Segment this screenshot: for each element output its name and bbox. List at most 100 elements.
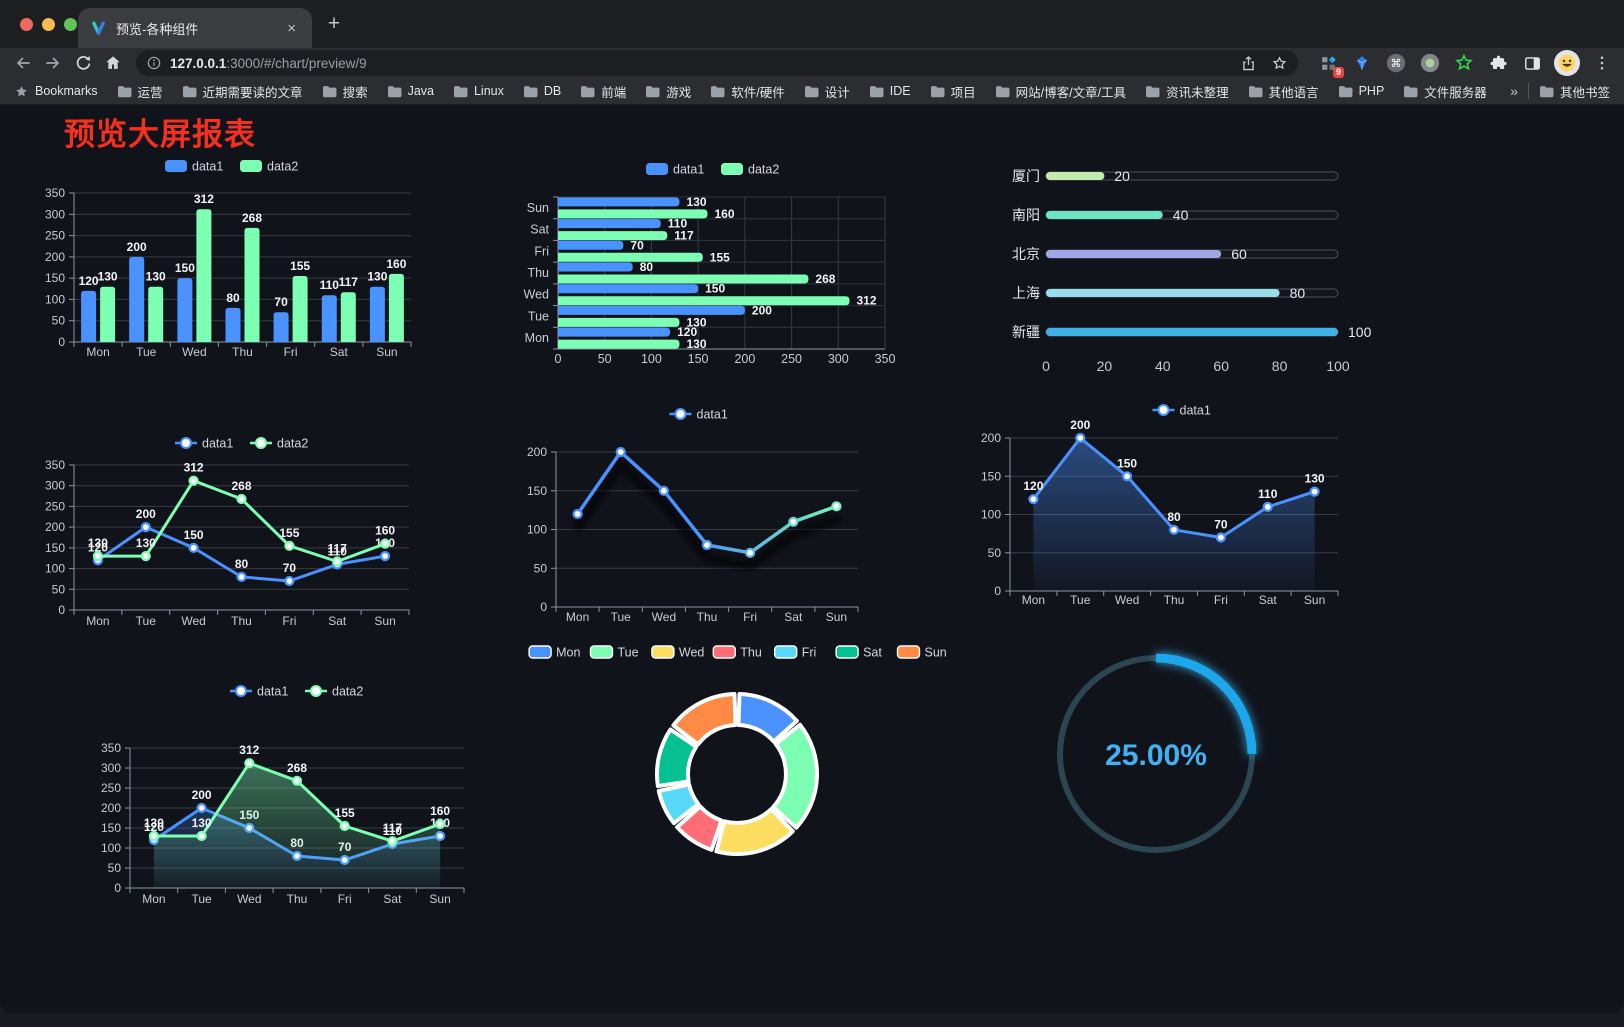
reload-icon bbox=[76, 55, 90, 70]
extension-badge: 9 bbox=[1332, 67, 1344, 78]
bookmark-folder[interactable]: 资讯未整理 bbox=[1145, 82, 1229, 101]
folder-icon bbox=[1146, 85, 1160, 97]
extension-star-button[interactable] bbox=[1452, 51, 1476, 75]
home-button[interactable] bbox=[100, 50, 126, 76]
window-titlebar: 预览-各种组件 × + bbox=[0, 0, 1624, 48]
bookmark-folder[interactable]: 搜索 bbox=[322, 82, 368, 101]
bookmark-folder-label: 网站/博客/文章/工具 bbox=[1015, 85, 1127, 100]
other-bookmarks-label: 其他书签 bbox=[1559, 85, 1610, 100]
puzzle-icon bbox=[1490, 55, 1507, 69]
folder-icon bbox=[117, 85, 131, 97]
bookmark-folder-label: Linux bbox=[473, 84, 504, 98]
bookmark-folder[interactable]: Java bbox=[387, 84, 434, 98]
minimize-window-button[interactable] bbox=[42, 17, 55, 31]
extension-blocks-button[interactable]: 9 bbox=[1316, 51, 1344, 78]
bookmarks-star-icon bbox=[16, 85, 27, 96]
browser-menu-button[interactable] bbox=[1590, 51, 1614, 75]
reload-button[interactable] bbox=[70, 50, 96, 76]
zoom-window-button[interactable] bbox=[64, 17, 77, 31]
bookmark-folder[interactable]: 项目 bbox=[930, 82, 976, 101]
bookmarks-divider bbox=[1527, 83, 1529, 99]
side-panel-button[interactable] bbox=[1520, 51, 1544, 75]
back-icon bbox=[16, 57, 30, 69]
bookmark-folder[interactable]: DB bbox=[523, 84, 561, 98]
bookmark-folder-label: 软件/硬件 bbox=[731, 85, 785, 100]
bookmark-folder-label: 搜索 bbox=[342, 85, 368, 100]
dot-circle-icon bbox=[1420, 53, 1440, 73]
bookmark-folder-label: 资讯未整理 bbox=[1166, 85, 1229, 100]
browser-toolbar: 127.0.0.1:3000/#/chart/preview/9 9 bbox=[0, 48, 1624, 78]
site-info-icon[interactable] bbox=[146, 55, 162, 71]
bookmarks-label: Bookmarks bbox=[35, 84, 98, 98]
bookmark-folder-label: PHP bbox=[1358, 84, 1385, 98]
bookmark-folder-label: 其他语言 bbox=[1268, 85, 1319, 100]
profile-avatar[interactable] bbox=[1554, 50, 1580, 76]
extension-gem-button[interactable] bbox=[1350, 51, 1374, 75]
traffic-lights bbox=[20, 17, 77, 31]
bookmark-folder[interactable]: IDE bbox=[869, 84, 911, 98]
bookmark-folder-list: 运营 近期需要读的文章 搜索 Java Linux DB 前端 游戏 软件/硬件 设计 IDE 项目 网… bbox=[117, 82, 1506, 101]
bookmark-folder[interactable]: PHP bbox=[1338, 84, 1385, 98]
green-star-icon bbox=[1455, 53, 1473, 71]
url-path: :3000/#/chart/preview/9 bbox=[226, 55, 367, 71]
folder-icon bbox=[869, 85, 884, 97]
bookmark-folder-label: 运营 bbox=[137, 85, 163, 100]
bookmark-folder[interactable]: 运营 bbox=[117, 82, 163, 101]
browser-tab[interactable]: 预览-各种组件 × bbox=[78, 8, 312, 48]
url-host: 127.0.0.1 bbox=[170, 55, 227, 71]
tab-favicon bbox=[92, 21, 105, 35]
close-window-button[interactable] bbox=[20, 17, 33, 31]
bookmark-folder[interactable]: Linux bbox=[453, 84, 504, 98]
folder-icon bbox=[322, 85, 337, 97]
bookmarks-overflow-button[interactable]: » bbox=[1510, 83, 1518, 99]
home-icon bbox=[106, 56, 120, 69]
bookmark-folder[interactable]: 游戏 bbox=[645, 82, 691, 101]
bookmark-folder-label: 前端 bbox=[601, 85, 627, 100]
folder-icon bbox=[581, 85, 595, 97]
tab-close-icon[interactable]: × bbox=[287, 19, 296, 37]
bookmark-folder-label: Java bbox=[407, 84, 434, 98]
extension-command-button[interactable]: ⌘ bbox=[1384, 51, 1408, 75]
new-tab-button[interactable]: + bbox=[327, 12, 341, 35]
address-bar[interactable]: 127.0.0.1:3000/#/chart/preview/9 bbox=[136, 50, 1298, 76]
folder-icon bbox=[453, 85, 468, 97]
forward-button[interactable] bbox=[40, 50, 66, 76]
bookmark-folder[interactable]: 网站/博客/文章/工具 bbox=[995, 82, 1126, 101]
bookmark-folder-label: IDE bbox=[889, 84, 911, 98]
bookmark-folder-label: 游戏 bbox=[666, 85, 692, 100]
command-circle-icon: ⌘ bbox=[1386, 53, 1406, 73]
folder-icon bbox=[1248, 85, 1263, 97]
bookmark-folder[interactable]: 前端 bbox=[580, 82, 626, 101]
folder-icon bbox=[1404, 85, 1418, 97]
bookmark-folder[interactable]: 文件服务器 bbox=[1403, 82, 1487, 101]
folder-icon bbox=[930, 85, 945, 97]
other-bookmarks-button[interactable]: 其他书签 bbox=[1539, 82, 1610, 101]
emoji-face-icon bbox=[1558, 54, 1576, 72]
forward-icon bbox=[46, 57, 60, 69]
extensions-row: 9 ⌘ bbox=[1316, 50, 1614, 78]
bookmark-folder-label: 文件服务器 bbox=[1424, 85, 1487, 100]
bookmark-folder-label: DB bbox=[543, 84, 562, 98]
bookmark-folder[interactable]: 近期需要读的文章 bbox=[182, 82, 303, 101]
back-button[interactable] bbox=[10, 50, 36, 76]
bookmark-folder-label: 近期需要读的文章 bbox=[202, 85, 303, 100]
bookmarks-root[interactable]: Bookmarks bbox=[14, 84, 98, 99]
folder-icon bbox=[1338, 85, 1353, 97]
blocks-extension-icon bbox=[1321, 55, 1336, 70]
bookmark-folder[interactable]: 软件/硬件 bbox=[710, 82, 785, 101]
bookmark-star-icon[interactable] bbox=[1271, 55, 1288, 72]
bookmark-folder-label: 项目 bbox=[950, 85, 976, 100]
svg-text:⌘: ⌘ bbox=[1391, 58, 1402, 70]
bookmark-folder-label: 设计 bbox=[824, 85, 850, 100]
tab-title: 预览-各种组件 bbox=[116, 21, 199, 37]
folder-icon bbox=[995, 85, 1010, 97]
folder-icon bbox=[387, 85, 402, 97]
gem-icon bbox=[1356, 56, 1368, 70]
extensions-puzzle-button[interactable] bbox=[1486, 51, 1510, 75]
share-icon[interactable] bbox=[1240, 55, 1257, 72]
bookmark-folder[interactable]: 其他语言 bbox=[1248, 82, 1319, 101]
extension-record-button[interactable] bbox=[1418, 51, 1442, 75]
url-text[interactable]: 127.0.0.1:3000/#/chart/preview/9 bbox=[170, 56, 1232, 71]
bookmark-folder[interactable]: 设计 bbox=[804, 82, 850, 101]
